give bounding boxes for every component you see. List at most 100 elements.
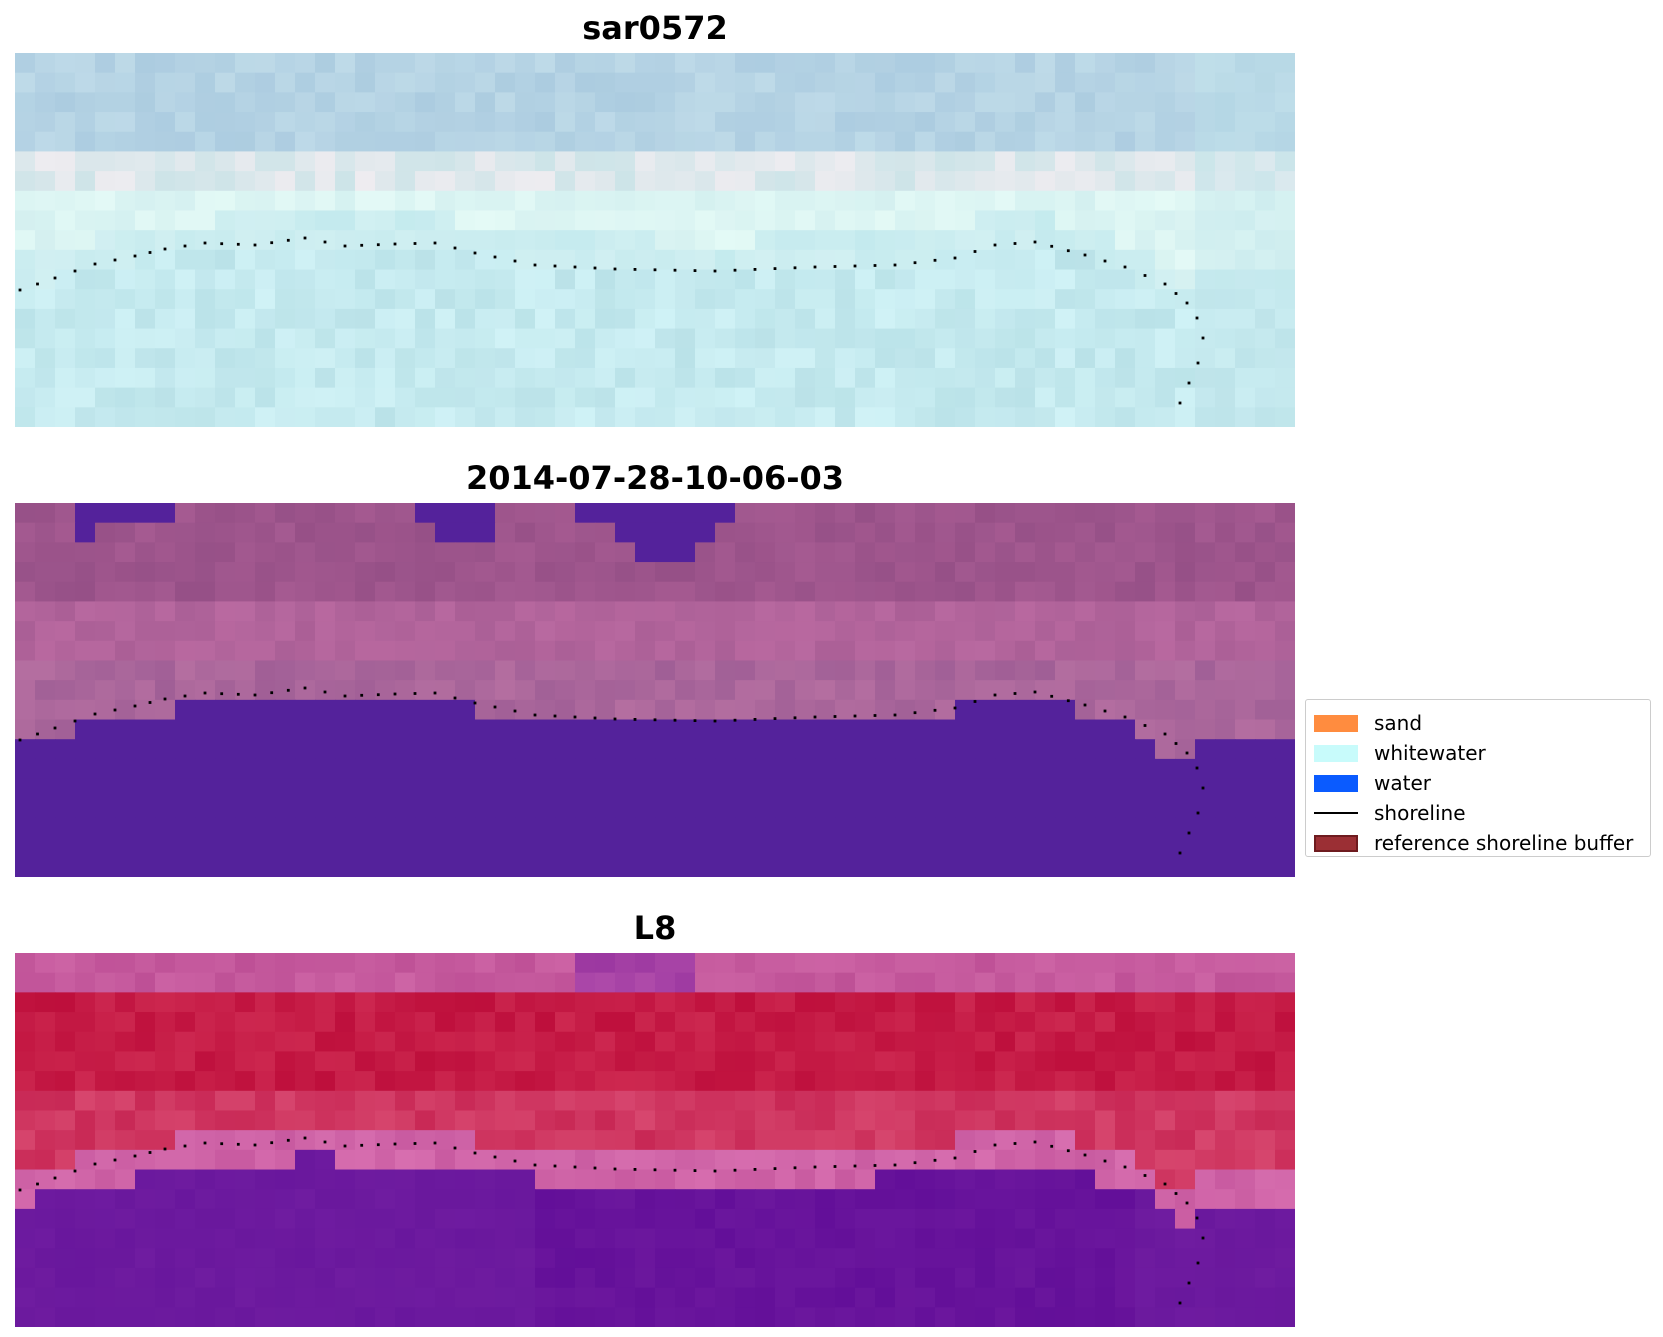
image-pixel (435, 387, 456, 408)
image-pixel (855, 739, 876, 760)
image-pixel (75, 778, 96, 799)
image-pixel (395, 1071, 416, 1092)
image-pixel (615, 112, 636, 133)
image-pixel (795, 621, 816, 642)
image-pixel (1175, 1071, 1196, 1092)
image-pixel (235, 739, 256, 760)
image-pixel (175, 151, 196, 172)
image-pixel (635, 953, 656, 974)
image-pixel (1095, 151, 1116, 172)
image-pixel (855, 972, 876, 993)
image-pixel (1255, 1110, 1276, 1131)
image-pixel (1035, 798, 1056, 819)
image-pixel (1155, 680, 1176, 701)
image-pixel (975, 72, 996, 93)
image-pixel (795, 151, 816, 172)
image-pixel (835, 249, 856, 271)
image-pixel (215, 1307, 236, 1327)
image-pixel (535, 367, 556, 389)
image-pixel (1255, 953, 1276, 974)
image-pixel (495, 1110, 516, 1131)
image-pixel (1075, 953, 1096, 974)
image-pixel (135, 1130, 156, 1151)
shoreline-point (653, 268, 657, 272)
image-pixel (915, 1248, 936, 1269)
image-pixel (135, 1248, 156, 1269)
image-pixel (75, 817, 96, 839)
image-pixel (915, 131, 936, 153)
image-pixel (455, 522, 476, 543)
image-pixel (1195, 581, 1216, 603)
image-pixel (975, 387, 996, 408)
image-pixel (975, 53, 996, 74)
image-pixel (815, 542, 836, 563)
image-pixel (695, 131, 716, 153)
image-pixel (15, 778, 36, 799)
image-pixel (75, 92, 96, 113)
image-pixel (595, 328, 616, 349)
image-pixel (955, 857, 976, 877)
image-pixel (155, 503, 176, 524)
image-pixel (255, 171, 276, 192)
image-pixel (735, 53, 756, 74)
image-pixel (235, 289, 256, 310)
image-pixel (375, 1208, 396, 1230)
image-pixel (935, 857, 956, 877)
image-pixel (1035, 308, 1056, 330)
image-pixel (1215, 367, 1236, 389)
image-pixel (375, 92, 396, 113)
image-pixel (195, 1130, 216, 1151)
image-pixel (995, 1031, 1016, 1053)
image-pixel (1135, 249, 1156, 271)
image-pixel (575, 739, 596, 760)
image-pixel (555, 92, 576, 113)
image-pixel (1115, 1307, 1136, 1327)
image-pixel (275, 719, 296, 740)
image-pixel (735, 72, 756, 93)
image-pixel (795, 1149, 816, 1171)
image-pixel (1075, 1051, 1096, 1072)
image-pixel (175, 601, 196, 622)
image-pixel (95, 778, 116, 799)
image-pixel (815, 171, 836, 192)
image-pixel (215, 387, 236, 408)
image-pixel (615, 190, 636, 212)
image-pixel (1055, 680, 1076, 701)
image-pixel (1175, 230, 1196, 251)
image-pixel (1015, 1287, 1036, 1308)
image-pixel (335, 1051, 356, 1072)
image-pixel (535, 660, 556, 681)
image-pixel (35, 522, 56, 543)
image-pixel (1255, 328, 1276, 349)
image-pixel (355, 621, 376, 642)
image-pixel (495, 562, 516, 583)
image-pixel (1175, 562, 1196, 583)
image-pixel (195, 190, 216, 212)
image-pixel (35, 1287, 56, 1308)
image-pixel (835, 269, 856, 290)
image-pixel (835, 837, 856, 858)
shoreline-point (813, 265, 817, 269)
image-pixel (35, 72, 56, 93)
image-pixel (995, 953, 1016, 974)
image-pixel (1155, 407, 1176, 427)
image-pixel (395, 953, 416, 974)
image-pixel (855, 837, 876, 858)
image-pixel (515, 1031, 536, 1053)
image-pixel (1155, 367, 1176, 389)
image-pixel (215, 601, 236, 622)
image-pixel (35, 640, 56, 662)
image-pixel (295, 503, 316, 524)
image-pixel (275, 190, 296, 212)
image-pixel (1095, 407, 1116, 427)
image-pixel (795, 778, 816, 799)
image-pixel (715, 640, 736, 662)
image-pixel (175, 621, 196, 642)
image-pixel (315, 857, 336, 877)
image-pixel (375, 230, 396, 251)
shoreline-point (733, 718, 737, 722)
shoreline-point (393, 242, 397, 246)
image-pixel (15, 112, 36, 133)
image-pixel (1135, 151, 1156, 172)
image-pixel (1175, 1130, 1196, 1151)
